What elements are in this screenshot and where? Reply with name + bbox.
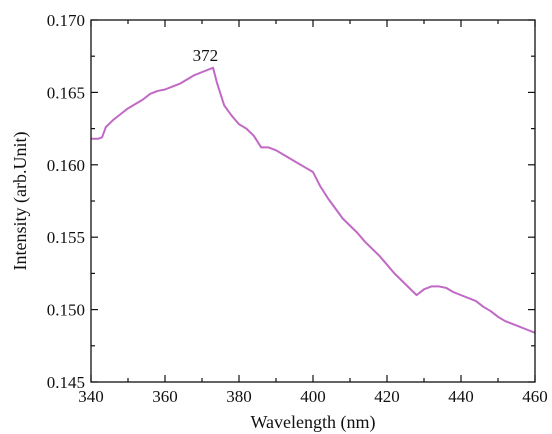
y-tick-label: 0.155: [47, 228, 85, 247]
x-tick-label: 360: [152, 387, 178, 406]
annotations: 372: [193, 46, 219, 65]
axis-ticks: [90, 19, 536, 383]
x-tick-label: 440: [448, 387, 474, 406]
y-tick-label: 0.150: [47, 301, 85, 320]
y-tick-label: 0.170: [47, 11, 85, 30]
x-tick-label: 400: [300, 387, 326, 406]
x-tick-label: 340: [78, 387, 104, 406]
x-axis-title: Wavelength (nm): [250, 412, 375, 433]
peak-annotation: 372: [193, 46, 219, 65]
x-tick-label: 380: [226, 387, 252, 406]
tick-labels: 340 360 380 400 420 440 460 0.145 0.150 0.155 0.16…: [47, 11, 548, 406]
y-tick-label: 0.160: [47, 156, 85, 175]
x-tick-label: 420: [374, 387, 400, 406]
intensity-line: [91, 66, 536, 334]
y-axis-title: Intensity (arb.Unit): [10, 132, 31, 271]
plot-frame: [90, 19, 536, 383]
x-tick-label: 460: [522, 387, 548, 406]
y-tick-label: 0.145: [47, 373, 85, 392]
y-tick-label: 0.165: [47, 83, 85, 102]
